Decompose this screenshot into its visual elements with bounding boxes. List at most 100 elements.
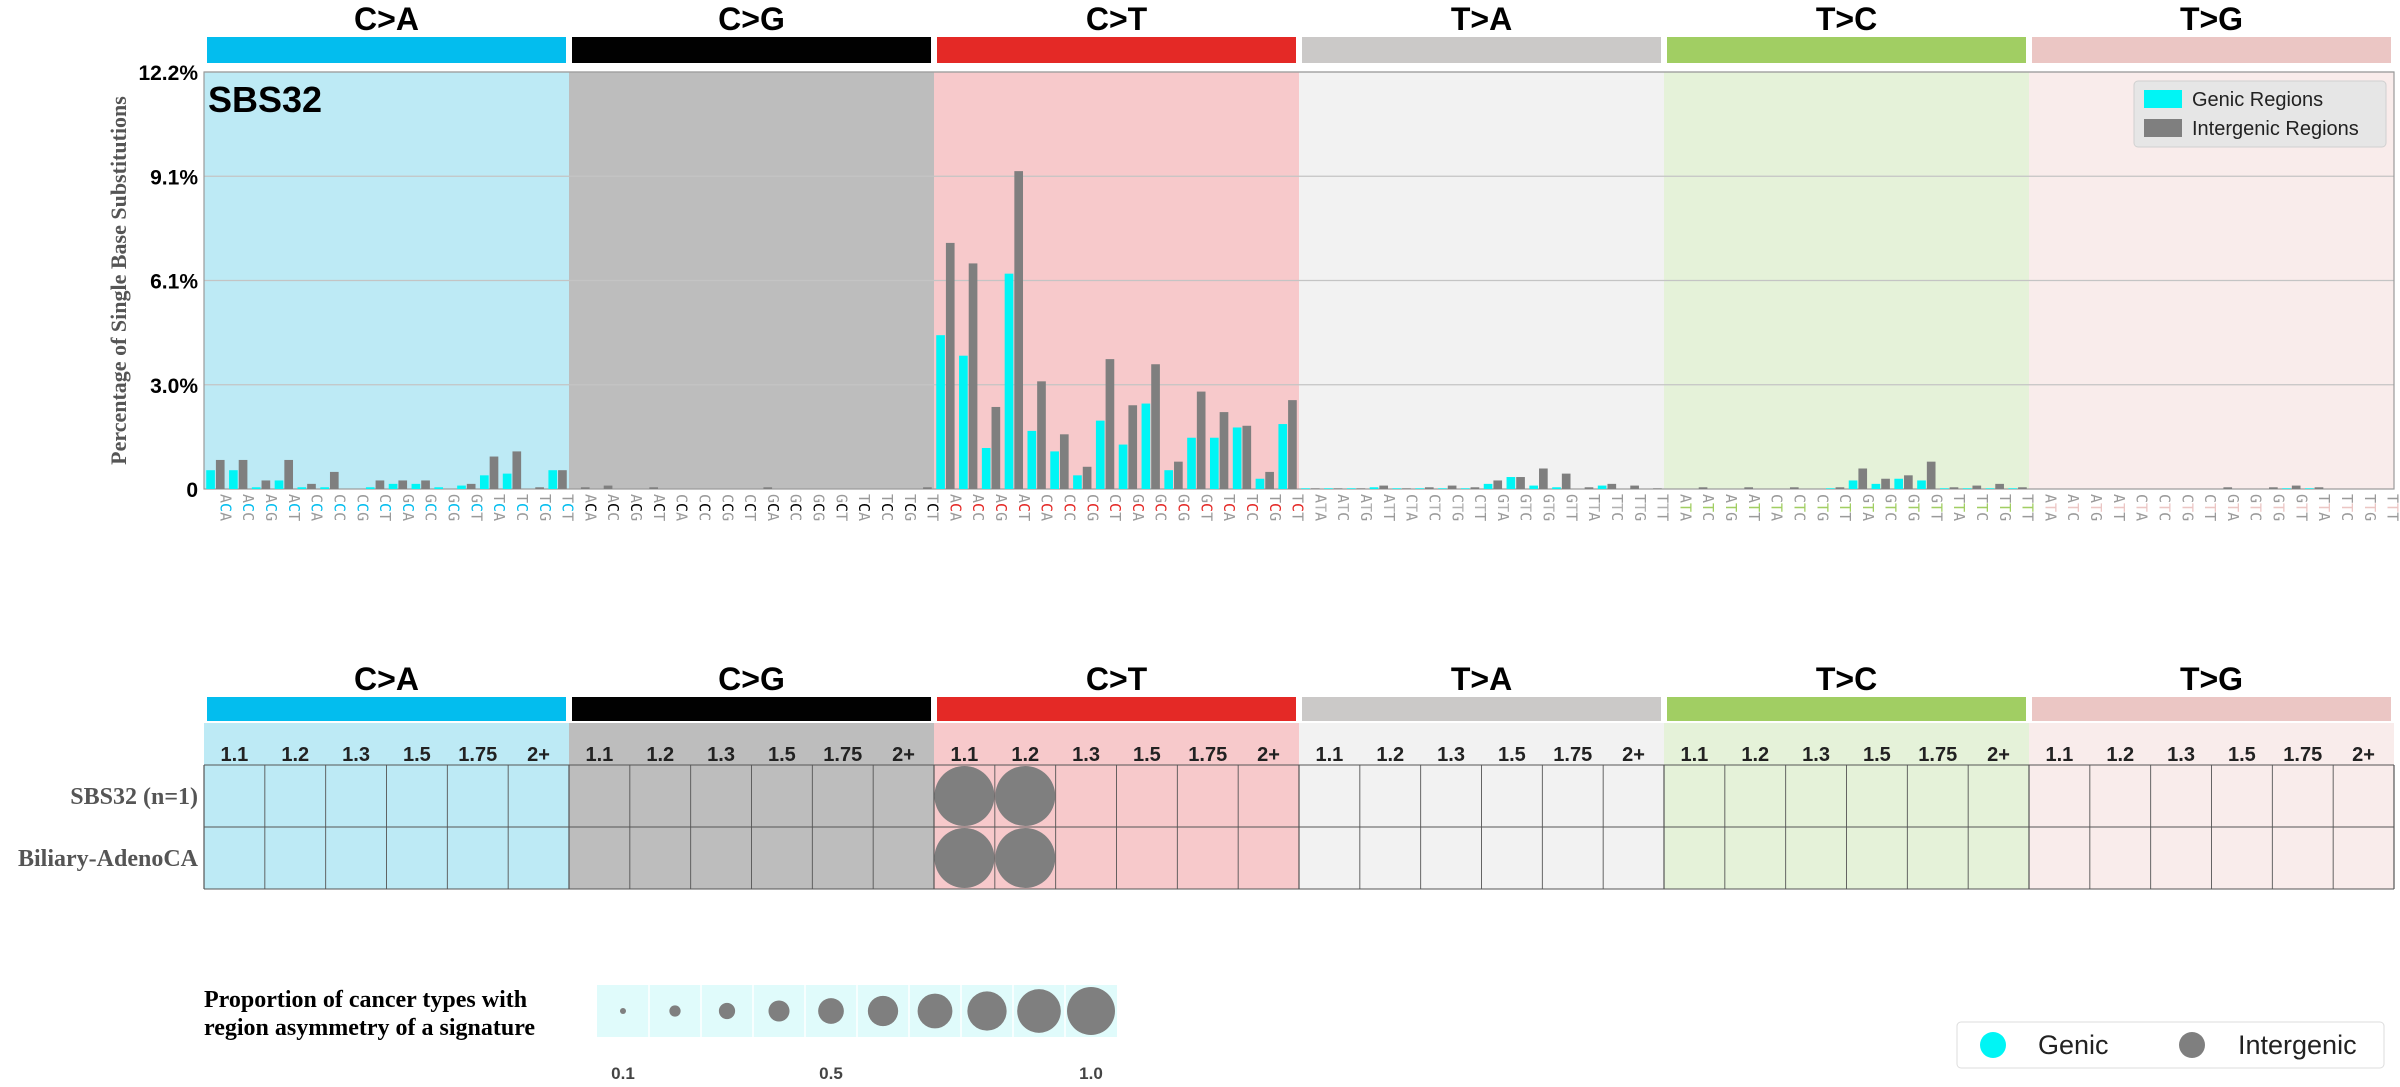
context-mutated-base: C xyxy=(627,503,645,512)
context-flank-5: G xyxy=(787,494,805,503)
context-flank-5: G xyxy=(1562,494,1580,503)
context-mutated-base: C xyxy=(741,503,759,512)
context-tick-label: GCG xyxy=(445,494,463,521)
bar-intergenic xyxy=(945,242,955,489)
bar-intergenic xyxy=(603,485,613,489)
context-flank-3: C xyxy=(604,512,622,521)
size-legend-title-2: region asymmetry of a signature xyxy=(204,1015,535,1041)
context-mutated-base: C xyxy=(581,503,599,512)
context-tick-label: ACA xyxy=(581,494,599,521)
bin-label: 1.3 xyxy=(342,744,370,766)
bar-genic xyxy=(1301,488,1310,489)
mutation-type-header: T>C xyxy=(1816,661,1877,697)
context-tick-label: GCA xyxy=(1129,494,1147,521)
bar-genic xyxy=(1164,470,1174,489)
bin-label: 1.5 xyxy=(2228,744,2256,766)
bar-intergenic xyxy=(1379,485,1389,489)
context-flank-5: G xyxy=(1129,494,1147,503)
context-flank-5: C xyxy=(1790,494,1808,503)
context-tick-label: CTA xyxy=(1768,494,1786,521)
context-tick-label: TCC xyxy=(1243,494,1261,521)
context-flank-5: C xyxy=(1425,494,1443,503)
context-mutated-base: T xyxy=(1790,503,1808,512)
context-tick-label: GTT xyxy=(2292,494,2310,521)
context-tick-label: ACA xyxy=(946,494,964,521)
mutation-type-header: C>G xyxy=(718,661,785,697)
context-tick-label: TCA xyxy=(490,494,508,521)
bar-genic xyxy=(1438,488,1447,489)
context-tick-label: ATC xyxy=(1334,494,1352,521)
bar-intergenic xyxy=(1174,461,1183,489)
context-tick-label: CTT xyxy=(2201,494,2219,521)
context-flank-5: G xyxy=(1517,494,1535,503)
context-tick-label: GCT xyxy=(832,494,850,521)
bar-genic xyxy=(981,447,991,489)
context-mutated-base: C xyxy=(787,503,805,512)
signature-label: SBS32 xyxy=(208,79,322,120)
context-tick-label: TTA xyxy=(2315,494,2333,521)
bin-label: 1.5 xyxy=(1133,744,1161,766)
context-mutated-base: T xyxy=(2201,503,2219,512)
context-flank-5: T xyxy=(1950,494,1968,503)
context-flank-5: C xyxy=(741,494,759,503)
bin-label: 1.2 xyxy=(646,744,674,766)
context-flank-5: A xyxy=(1745,494,1763,503)
context-mutated-base: C xyxy=(810,503,828,512)
y-tick-label: 9.1% xyxy=(150,166,198,189)
context-mutated-base: C xyxy=(353,503,371,512)
bar-intergenic xyxy=(923,487,932,489)
context-flank-5: A xyxy=(1699,494,1717,503)
context-flank-5: A xyxy=(2110,494,2128,503)
bar-genic xyxy=(1369,487,1379,489)
context-flank-3: G xyxy=(445,512,463,521)
size-legend-label: 1.0 xyxy=(1079,1064,1103,1083)
context-flank-5: G xyxy=(1882,494,1900,503)
context-tick-label: GTA xyxy=(1859,494,1877,521)
context-flank-5: T xyxy=(855,494,873,503)
bar-intergenic xyxy=(580,487,590,489)
context-flank-3: C xyxy=(239,512,257,521)
context-flank-3: G xyxy=(1631,512,1649,521)
mutation-type-strip xyxy=(2032,697,2391,721)
bin-label: 1.2 xyxy=(1011,744,1039,766)
y-tick-label: 6.1% xyxy=(150,271,198,294)
context-tick-label: ATG xyxy=(1357,494,1375,521)
context-flank-5: A xyxy=(2087,494,2105,503)
context-flank-5: A xyxy=(969,494,987,503)
context-flank-5: T xyxy=(924,494,942,503)
bin-label: 1.75 xyxy=(1918,744,1957,766)
context-tick-label: TTG xyxy=(1996,494,2014,521)
context-flank-5: C xyxy=(1038,494,1056,503)
mutation-type-header: T>C xyxy=(1816,1,1877,37)
size-legend-bubble xyxy=(967,991,1007,1031)
bar-genic xyxy=(1141,403,1151,489)
bar-intergenic xyxy=(398,480,408,489)
context-flank-3: T xyxy=(832,512,850,521)
context-tick-label: TCG xyxy=(1266,494,1284,521)
context-mutated-base: C xyxy=(467,503,485,512)
context-tick-label: ACG xyxy=(262,494,280,521)
bar-genic xyxy=(388,483,398,489)
context-flank-5: T xyxy=(1220,494,1238,503)
context-flank-3: G xyxy=(536,512,554,521)
context-mutated-base: C xyxy=(445,503,463,512)
bar-genic xyxy=(297,487,307,489)
bin-label: 2+ xyxy=(1622,744,1645,766)
context-flank-5: A xyxy=(992,494,1010,503)
context-tick-label: CCG xyxy=(1083,494,1101,521)
context-flank-5: C xyxy=(1448,494,1466,503)
asymmetry-bubble xyxy=(995,766,1056,826)
context-flank-3: G xyxy=(1175,512,1193,521)
context-flank-3: C xyxy=(1790,512,1808,521)
context-mutated-base: C xyxy=(855,503,873,512)
mutation-type-strip xyxy=(207,697,566,721)
context-mutated-base: C xyxy=(1152,503,1170,512)
context-flank-5: C xyxy=(2133,494,2151,503)
context-flank-5: A xyxy=(581,494,599,503)
context-flank-3: A xyxy=(673,512,691,521)
bar-genic xyxy=(1825,488,1835,489)
bar-genic xyxy=(1871,483,1881,489)
context-mutated-base: C xyxy=(924,503,942,512)
context-mutated-base: C xyxy=(1197,503,1215,512)
bar-genic xyxy=(1278,424,1288,489)
